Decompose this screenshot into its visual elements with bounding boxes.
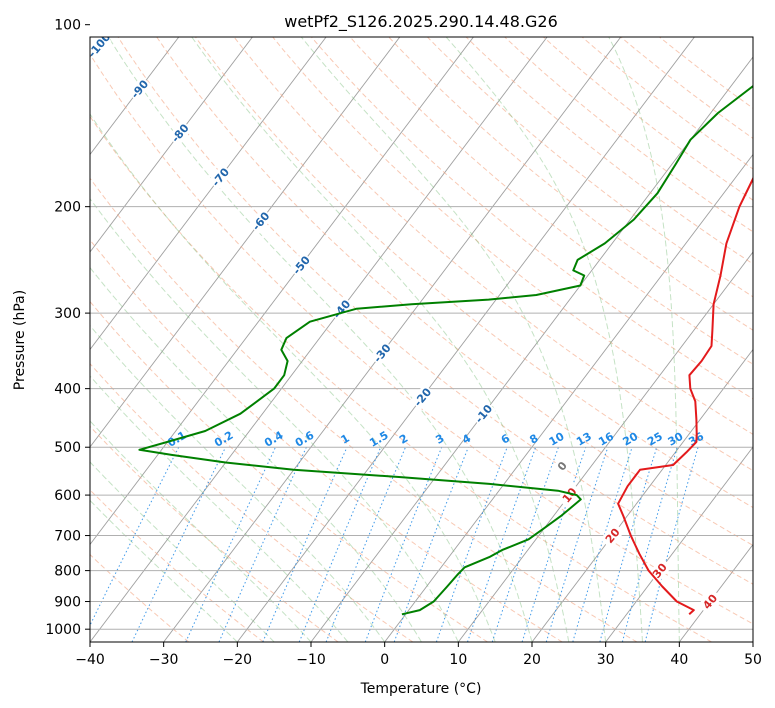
label-knockout: [90, 37, 112, 58]
y-tick-label: 100: [54, 18, 81, 34]
x-tick-label: 30: [597, 652, 615, 668]
y-axis-ticks: 100 200 300 400 500 600 700 800 900 1000: [45, 18, 90, 638]
mixing-ratio-line: [435, 447, 508, 642]
moist-adiabat-line: [191, 37, 570, 642]
moist-adiabat-line: [90, 499, 238, 642]
dewpoint-profile-line: [138, 84, 753, 616]
y-axis-label: Pressure (hPa): [12, 290, 28, 390]
label-knockout: [369, 340, 395, 366]
label-knockout: [288, 252, 314, 278]
y-tick-label: 700: [54, 529, 81, 545]
isotherm-line: [90, 37, 548, 642]
dry-adiabat-line: [90, 553, 190, 642]
chart-title: wetPf2_S126.2025.290.14.48.G26: [284, 12, 558, 32]
label-knockout: [549, 453, 575, 479]
mixing-ratio-line: [131, 446, 227, 642]
mixing-ratio-line: [521, 447, 587, 642]
mixing-ratio-line: [90, 446, 180, 627]
label-knockout: [207, 164, 233, 190]
x-tick-label: 10: [449, 652, 467, 668]
mixing-ratio-line: [545, 447, 609, 642]
label-knockout: [127, 76, 152, 102]
dry-adiabat-line: [194, 37, 753, 509]
x-axis-label: Temperature (°C): [360, 681, 482, 697]
moist-adiabat-line: [608, 37, 680, 642]
dry-adiabat-line: [233, 37, 753, 472]
y-tick-label: 900: [54, 595, 81, 611]
dry-adiabat-line: [90, 362, 414, 642]
dry-adiabat-line: [117, 37, 753, 585]
dry-adiabat-line: [90, 115, 712, 642]
mixing-ratio-line: [364, 447, 443, 642]
x-tick-label: 20: [523, 652, 541, 668]
label-knockout: [697, 588, 723, 615]
label-knockout: [167, 120, 193, 146]
x-tick-label: 40: [670, 652, 688, 668]
y-tick-label: 400: [54, 382, 81, 398]
isotherm-line: [605, 446, 753, 642]
y-tick-label: 1000: [45, 622, 81, 638]
y-tick-label: 300: [54, 306, 81, 322]
mixing-ratio-line: [644, 447, 699, 642]
dry-adiabat-line: [90, 300, 488, 642]
moist-adiabat-line: [90, 461, 275, 642]
label-knockout: [471, 400, 496, 427]
x-tick-label: 0: [380, 652, 389, 668]
x-tick-label: −40: [75, 652, 105, 668]
mixing-ratio-line: [621, 447, 678, 642]
y-tick-label: 500: [54, 440, 81, 456]
isotherm-line: [90, 37, 180, 156]
dry-adiabat-line: [310, 37, 753, 400]
moist-adiabat-line: [90, 266, 422, 642]
moist-adiabat-line: [90, 375, 349, 642]
mixing-ratio-line: [467, 447, 537, 642]
x-tick-label: −30: [149, 652, 179, 668]
mixing-ratio-line: [572, 447, 633, 642]
plot-frame: [89, 36, 754, 643]
isotherm-line: [384, 153, 753, 642]
moist-adiabat-line: [90, 324, 386, 642]
isotherm-line: [90, 37, 475, 546]
x-tick-label: 50: [744, 652, 762, 668]
y-tick-label: 800: [54, 564, 81, 580]
dry-adiabat-line: [90, 239, 563, 642]
x-axis-ticks: −40 −30 −20 −10 0 10 20 30 40 50: [75, 642, 762, 668]
label-knockout: [410, 384, 435, 410]
dry-adiabat-line: [349, 37, 753, 365]
moist-adiabat-line: [445, 37, 643, 642]
profile-traces: [138, 84, 753, 616]
y-tick-label: 200: [54, 200, 81, 216]
label-knockout: [248, 208, 274, 234]
temperature-profile-line: [617, 176, 753, 616]
background-lines: [90, 37, 753, 642]
dry-adiabat-line: [90, 425, 339, 642]
isotherm-line: [236, 37, 696, 642]
isotherm-line: [310, 56, 753, 642]
dry-adiabat-line: [90, 177, 638, 642]
x-tick-label: −10: [296, 652, 326, 668]
isotherm-line: [90, 37, 401, 448]
moist-adiabat-line: [90, 420, 312, 642]
y-tick-label: 600: [54, 488, 81, 504]
moist-adiabat-line: [108, 37, 533, 642]
mixing-ratio-line: [491, 447, 559, 642]
label-knockout: [599, 522, 625, 549]
moist-adiabat-line: [90, 113, 496, 642]
mixing-ratio-line: [393, 447, 469, 642]
mixing-ratio-line: [599, 447, 658, 642]
label-knockout: [556, 482, 582, 509]
isotherm-line: [163, 37, 622, 642]
isobar-grid: [90, 206, 753, 630]
isotherm-line: [90, 37, 327, 351]
dry-adiabat-line: [426, 37, 753, 298]
x-tick-label: −20: [223, 652, 253, 668]
dry-adiabat-line: [90, 489, 264, 642]
mixing-ratio-line: [218, 446, 307, 642]
isotherm-line: [457, 251, 753, 642]
